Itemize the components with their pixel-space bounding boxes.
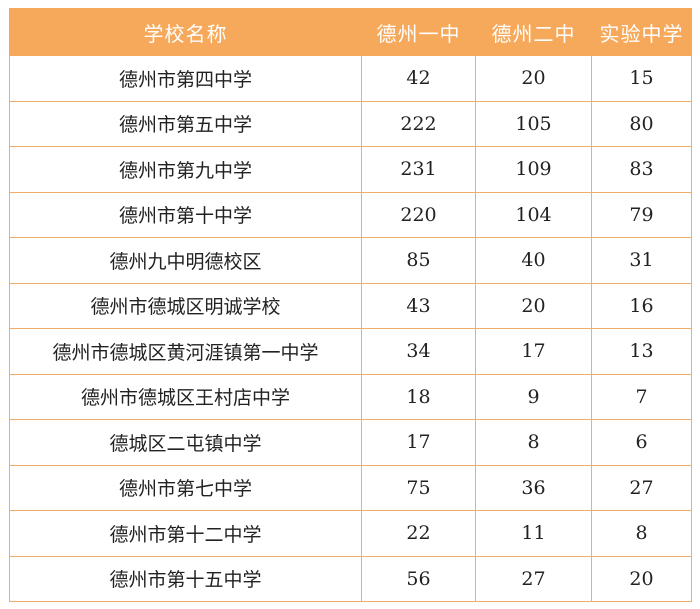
value-cell: 9 <box>475 373 592 420</box>
header-dezhou-no1: 德州一中 <box>361 8 476 56</box>
school-name-cell: 德州市第十五中学 <box>9 555 362 602</box>
table-row: 德城区二屯镇中学 17 8 6 <box>9 419 692 466</box>
school-name-cell: 德州市第十二中学 <box>9 510 362 557</box>
school-name-cell: 德州市第九中学 <box>9 146 362 193</box>
value-cell: 36 <box>475 464 592 511</box>
value-cell: 109 <box>475 146 592 193</box>
table-row: 德州市德城区王村店中学 18 9 7 <box>9 373 692 420</box>
value-cell: 17 <box>361 419 476 466</box>
value-cell: 105 <box>475 100 592 147</box>
value-cell: 43 <box>361 282 476 329</box>
table-row: 德州市第五中学 222 105 80 <box>9 100 692 147</box>
school-name-cell: 德州市德城区黄河涯镇第一中学 <box>9 328 362 375</box>
school-name-cell: 德城区二屯镇中学 <box>9 419 362 466</box>
school-allocation-table: 学校名称 德州一中 德州二中 实验中学 德州市第四中学 42 20 15 德州市… <box>9 8 692 602</box>
value-cell: 80 <box>591 100 692 147</box>
school-name-cell: 德州九中明德校区 <box>9 237 362 284</box>
value-cell: 6 <box>591 419 692 466</box>
value-cell: 222 <box>361 100 476 147</box>
value-cell: 18 <box>361 373 476 420</box>
value-cell: 83 <box>591 146 692 193</box>
value-cell: 17 <box>475 328 592 375</box>
table-row: 德州市第四中学 42 20 15 <box>9 55 692 102</box>
value-cell: 104 <box>475 191 592 238</box>
value-cell: 56 <box>361 555 476 602</box>
school-name-cell: 德州市第十中学 <box>9 191 362 238</box>
value-cell: 20 <box>475 55 592 102</box>
value-cell: 15 <box>591 55 692 102</box>
table-row: 德州市第十二中学 22 11 8 <box>9 510 692 557</box>
value-cell: 220 <box>361 191 476 238</box>
table-row: 德州市第十中学 220 104 79 <box>9 191 692 238</box>
value-cell: 79 <box>591 191 692 238</box>
table-row: 德州市第九中学 231 109 83 <box>9 146 692 193</box>
value-cell: 8 <box>475 419 592 466</box>
school-name-cell: 德州市第四中学 <box>9 55 362 102</box>
table-row: 德州市德城区黄河涯镇第一中学 34 17 13 <box>9 328 692 375</box>
school-name-cell: 德州市第五中学 <box>9 100 362 147</box>
header-dezhou-no2: 德州二中 <box>475 8 592 56</box>
value-cell: 16 <box>591 282 692 329</box>
value-cell: 27 <box>591 464 692 511</box>
value-cell: 27 <box>475 555 592 602</box>
header-school-name: 学校名称 <box>9 8 362 56</box>
table-row: 德州九中明德校区 85 40 31 <box>9 237 692 284</box>
school-name-cell: 德州市第七中学 <box>9 464 362 511</box>
value-cell: 13 <box>591 328 692 375</box>
value-cell: 20 <box>475 282 592 329</box>
value-cell: 22 <box>361 510 476 557</box>
header-row: 学校名称 德州一中 德州二中 实验中学 <box>9 8 692 56</box>
table-row: 德州市第十五中学 56 27 20 <box>9 555 692 602</box>
header-experimental: 实验中学 <box>591 8 692 56</box>
value-cell: 8 <box>591 510 692 557</box>
school-name-cell: 德州市德城区王村店中学 <box>9 373 362 420</box>
value-cell: 31 <box>591 237 692 284</box>
value-cell: 40 <box>475 237 592 284</box>
value-cell: 7 <box>591 373 692 420</box>
value-cell: 42 <box>361 55 476 102</box>
table-row: 德州市第七中学 75 36 27 <box>9 464 692 511</box>
value-cell: 34 <box>361 328 476 375</box>
value-cell: 11 <box>475 510 592 557</box>
value-cell: 20 <box>591 555 692 602</box>
school-name-cell: 德州市德城区明诚学校 <box>9 282 362 329</box>
table-row: 德州市德城区明诚学校 43 20 16 <box>9 282 692 329</box>
value-cell: 231 <box>361 146 476 193</box>
value-cell: 85 <box>361 237 476 284</box>
value-cell: 75 <box>361 464 476 511</box>
